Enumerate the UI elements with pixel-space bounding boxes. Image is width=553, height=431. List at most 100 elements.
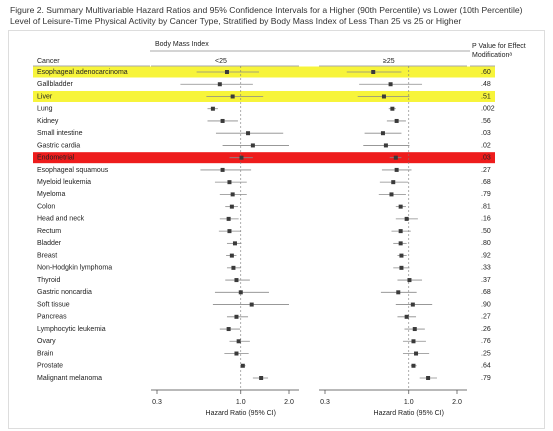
pvalue: .27 <box>481 314 491 321</box>
category-label: Malignant melanoma <box>37 375 102 382</box>
category-label: Ovary <box>37 338 56 345</box>
point-estimate <box>393 155 398 160</box>
point-estimate <box>389 192 394 197</box>
point-estimate <box>410 302 415 307</box>
point-estimate <box>398 204 403 209</box>
point-estimate <box>391 180 396 185</box>
pvalue: .90 <box>481 301 491 308</box>
pvalue: .76 <box>481 338 491 345</box>
pvalue: .51 <box>481 93 491 100</box>
pvalue: .25 <box>481 350 491 357</box>
category-label: Thyroid <box>37 277 60 284</box>
x-tick-label: 2.0 <box>284 399 294 406</box>
point-estimate <box>232 241 237 246</box>
point-estimate <box>399 253 404 258</box>
point-estimate <box>394 167 399 172</box>
panel-label: ≥25 <box>383 58 395 65</box>
point-estimate <box>412 327 417 332</box>
category-label: Colon <box>37 203 55 210</box>
pvalue: .37 <box>481 277 491 284</box>
x-tick-label: 0.3 <box>152 399 162 406</box>
point-estimate <box>226 327 231 332</box>
category-label: Head and neck <box>37 216 85 223</box>
category-label: Kidney <box>37 118 59 125</box>
point-estimate <box>234 351 239 356</box>
category-label: Myeloma <box>37 191 66 198</box>
pvalue: .26 <box>481 326 491 333</box>
point-estimate <box>394 118 399 123</box>
point-estimate <box>229 204 234 209</box>
point-estimate <box>250 143 255 148</box>
point-estimate <box>381 94 386 99</box>
point-estimate <box>414 351 419 356</box>
chart-title: Figure 2. Summary Multivariable Hazard R… <box>10 5 523 26</box>
frame <box>8 30 545 429</box>
row-highlight <box>33 90 495 102</box>
group-label: Body Mass Index <box>155 41 209 48</box>
point-estimate <box>259 376 264 380</box>
pvalue: .16 <box>481 216 491 223</box>
point-estimate <box>217 82 222 87</box>
category-label: Bladder <box>37 240 62 247</box>
point-estimate <box>398 241 403 246</box>
category-label: Lung <box>37 106 53 113</box>
point-estimate <box>231 265 236 270</box>
category-header: Cancer <box>37 58 60 65</box>
x-tick-label: 1.0 <box>236 399 246 406</box>
point-estimate <box>239 155 244 160</box>
point-estimate <box>226 216 231 221</box>
category-label: Pancreas <box>37 314 67 321</box>
point-estimate <box>236 339 241 344</box>
point-estimate <box>210 106 215 111</box>
pvalue: .02 <box>481 142 491 149</box>
point-estimate <box>249 302 254 307</box>
category-label: Liver <box>37 93 53 100</box>
category-label: Prostate <box>37 363 63 370</box>
pvalue: .68 <box>481 179 491 186</box>
point-estimate <box>234 314 239 319</box>
row-highlight <box>33 66 495 78</box>
pvalue: .27 <box>481 167 491 174</box>
point-estimate <box>229 253 234 258</box>
category-label: Non-Hodgkin lymphoma <box>37 265 112 272</box>
point-estimate <box>238 290 243 295</box>
point-estimate <box>227 229 232 234</box>
pvalue: .56 <box>481 118 491 125</box>
point-estimate <box>396 290 401 295</box>
pvalue: .03 <box>481 130 491 137</box>
pvalue-header: Modificationᵃ <box>472 52 512 59</box>
pvalue: .68 <box>481 289 491 296</box>
x-tick-label: 1.0 <box>404 399 414 406</box>
pvalue: .33 <box>481 265 491 272</box>
point-estimate <box>398 229 403 234</box>
category-label: Esophageal adenocarcinoma <box>37 69 128 76</box>
category-label: Endometrial <box>37 155 75 162</box>
pvalue: .002 <box>481 106 495 113</box>
panel-label: <25 <box>215 58 227 65</box>
point-estimate <box>388 82 393 87</box>
point-estimate <box>426 376 431 380</box>
pvalue: .79 <box>481 191 491 198</box>
point-estimate <box>234 278 239 283</box>
category-label: Esophageal squamous <box>37 167 109 174</box>
point-estimate <box>380 131 385 136</box>
x-axis-label: Hazard Ratio (95% CI) <box>374 410 444 417</box>
x-tick-label: 0.3 <box>320 399 330 406</box>
category-label: Small intestine <box>37 130 83 137</box>
pvalue-header: P Value for Effect <box>472 43 526 50</box>
row-highlight <box>33 152 495 164</box>
category-label: Gastric cardia <box>37 142 80 149</box>
pvalue: .81 <box>481 203 491 210</box>
point-estimate <box>411 339 416 344</box>
point-estimate <box>230 94 235 99</box>
category-label: Lymphocytic leukemia <box>37 326 106 333</box>
point-estimate <box>224 70 229 74</box>
pvalue: .50 <box>481 228 491 235</box>
point-estimate <box>407 278 412 283</box>
point-estimate <box>404 216 409 221</box>
point-estimate <box>390 106 395 111</box>
x-tick-label: 2.0 <box>452 399 462 406</box>
category-label: Gallbladder <box>37 81 73 88</box>
